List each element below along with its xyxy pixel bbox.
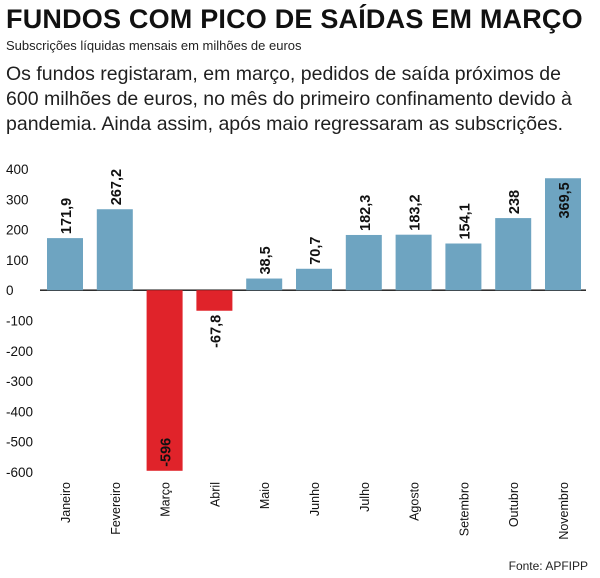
y-axis: 400 300 200 100 0 -100 -200 -300 -400 -500 -600 (6, 162, 586, 480)
category-label: Outubro (507, 482, 521, 527)
bar (96, 209, 133, 291)
y-tick-label: -100 (6, 314, 33, 329)
y-tick-label: 100 (6, 253, 29, 268)
value-labels: 171,9 267,2 -596 -67,8 38,5 70,7 182,3 183,2 154… (59, 169, 573, 467)
y-tick-label: -500 (6, 435, 33, 450)
y-tick-label: 0 (6, 283, 14, 298)
value-label: 238 (507, 190, 523, 214)
category-label: Junho (308, 482, 322, 516)
x-axis: Janeiro Fevereiro Março Abril Maio Junho Julho… (59, 482, 571, 540)
value-label: -67,8 (208, 315, 224, 348)
value-label: 267,2 (109, 169, 125, 205)
value-label: 369,5 (557, 182, 573, 218)
y-tick-label: -400 (6, 404, 33, 419)
category-label: Julho (358, 482, 372, 512)
bar (296, 268, 332, 291)
bar (146, 290, 183, 471)
value-label: 38,5 (258, 246, 274, 274)
category-label: Novembro (557, 482, 571, 540)
category-label: Abril (208, 482, 222, 507)
category-label: Maio (258, 482, 272, 509)
bars (47, 178, 581, 471)
value-label: 171,9 (59, 198, 75, 234)
y-tick-label: -200 (6, 344, 33, 359)
value-label: 70,7 (308, 237, 324, 265)
category-label: Janeiro (59, 482, 73, 523)
chart-subtitle: Subscrições líquidas mensais em milhões … (6, 38, 302, 53)
value-label: -596 (159, 438, 175, 467)
value-label: 154,1 (457, 203, 473, 239)
y-tick-label: -300 (6, 374, 33, 389)
value-label: 182,3 (358, 195, 374, 231)
y-tick-label: 200 (6, 223, 29, 238)
category-label: Setembro (457, 482, 471, 536)
y-tick-label: 400 (6, 162, 29, 177)
bar (196, 290, 233, 311)
bar (47, 238, 83, 291)
bar (345, 234, 382, 291)
lead-paragraph: Os fundos registaram, em março, pedidos … (6, 63, 572, 135)
category-label: Agosto (408, 482, 422, 521)
category-label: Fevereiro (109, 482, 123, 535)
bar (395, 234, 432, 291)
bar (495, 218, 532, 291)
chart-title: FUNDOS COM PICO DE SAÍDAS EM MARÇO (6, 4, 583, 34)
bar (246, 278, 283, 291)
bar-chart: 400 300 200 100 0 -100 -200 -300 -400 -500 -600 17… (6, 162, 586, 540)
y-tick-label: -600 (6, 465, 33, 480)
source-note: Fonte: APFIPP (508, 559, 588, 573)
y-tick-label: 300 (6, 192, 29, 207)
bar (545, 178, 581, 291)
category-label: Março (159, 482, 173, 517)
bar (445, 243, 482, 291)
value-label: 183,2 (408, 194, 424, 230)
